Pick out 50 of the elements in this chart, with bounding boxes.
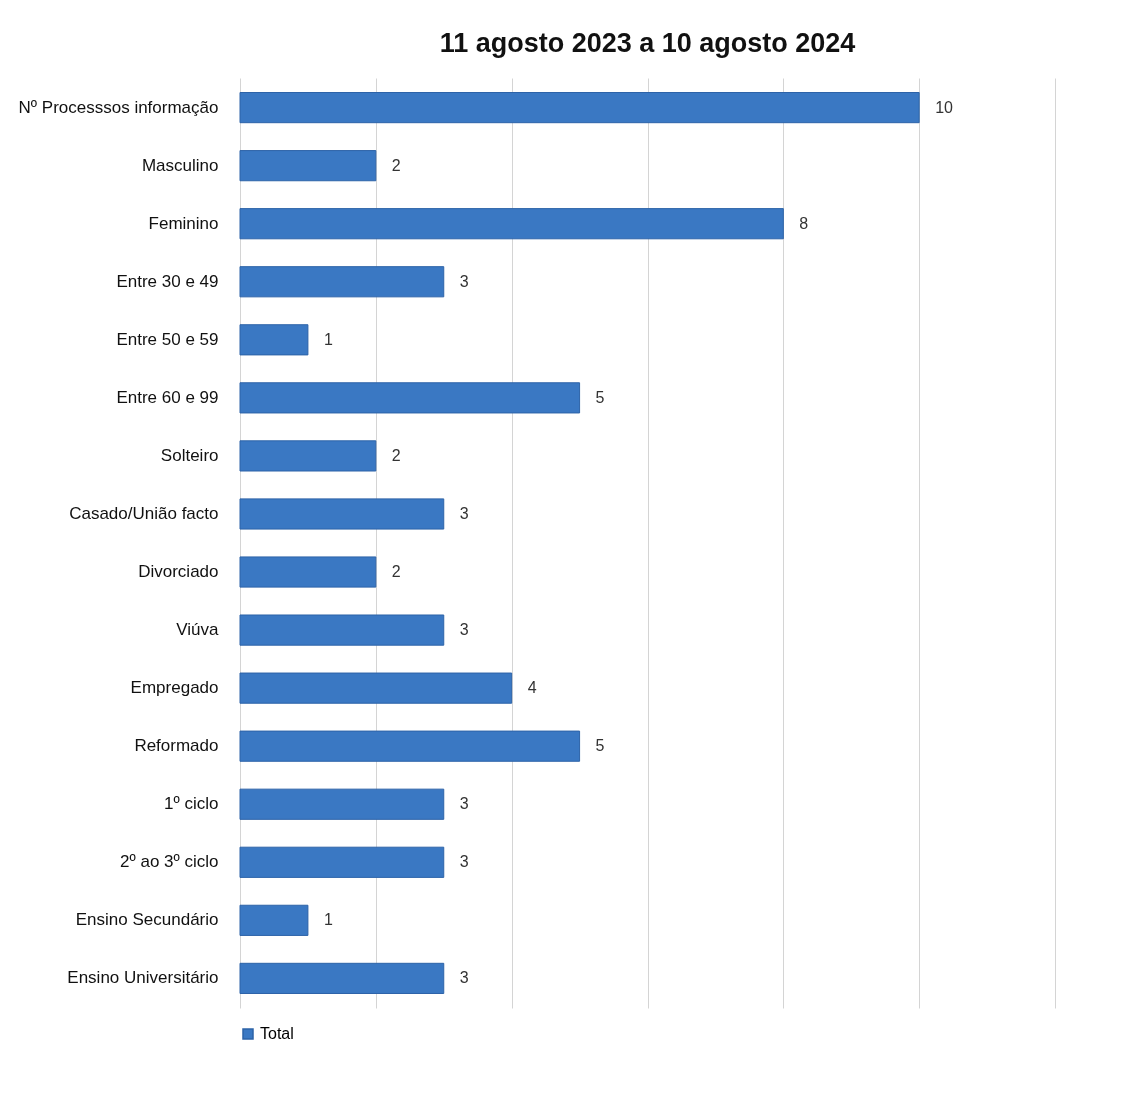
y-tick-label: Entre 60 e 99 xyxy=(116,387,219,407)
bar xyxy=(239,672,513,704)
data-label: 8 xyxy=(799,214,809,232)
y-tick-label: Entre 50 e 59 xyxy=(116,329,219,349)
data-label: 4 xyxy=(527,679,537,697)
data-label: 2 xyxy=(391,156,401,174)
y-tick-label: Ensino Secundário xyxy=(75,910,219,930)
bar xyxy=(239,846,445,878)
bar xyxy=(239,556,377,588)
data-label: 10 xyxy=(935,98,954,116)
bar xyxy=(239,962,445,994)
chart-title: 11 agosto 2023 a 10 agosto 2024 xyxy=(439,28,856,58)
bar xyxy=(239,150,377,182)
bar xyxy=(239,498,445,530)
bar xyxy=(239,208,784,240)
y-tick-label: 2º ao 3º ciclo xyxy=(120,852,219,872)
y-tick-label: Ensino Universitário xyxy=(67,968,219,988)
bar xyxy=(239,730,581,762)
y-tick-label: Reformado xyxy=(134,736,219,756)
data-label: 1 xyxy=(323,330,333,348)
data-label: 3 xyxy=(459,621,469,639)
bar xyxy=(239,614,445,646)
data-label: 3 xyxy=(459,795,469,813)
y-tick-label: Casado/União facto xyxy=(69,503,219,523)
data-label: 3 xyxy=(459,272,469,290)
bar xyxy=(239,324,309,356)
data-label: 3 xyxy=(459,504,469,522)
data-label: 1 xyxy=(323,911,333,929)
y-tick-label: Viúva xyxy=(176,620,220,640)
bar xyxy=(239,788,445,820)
bar xyxy=(239,440,377,472)
y-tick-label: Entre 30 e 49 xyxy=(116,271,219,291)
data-label: 5 xyxy=(595,737,605,755)
y-tick-label: Nº Processsos informação xyxy=(18,97,219,117)
y-tick-label: Divorciado xyxy=(138,562,219,582)
bar xyxy=(239,382,581,414)
y-tick-label: Masculino xyxy=(141,155,219,175)
y-tick-label: Feminino xyxy=(148,213,219,233)
data-label: 3 xyxy=(459,853,469,871)
y-tick-label: Empregado xyxy=(130,678,219,698)
data-label: 2 xyxy=(391,563,401,581)
data-label: 2 xyxy=(391,446,401,464)
bar xyxy=(239,904,309,936)
y-tick-label: Solteiro xyxy=(160,445,219,465)
data-label: 3 xyxy=(459,969,469,987)
legend-label: Total xyxy=(260,1025,294,1042)
bar xyxy=(239,92,920,124)
bar xyxy=(239,266,445,298)
y-tick-label: 1º ciclo xyxy=(164,794,219,814)
data-label: 5 xyxy=(595,388,605,406)
